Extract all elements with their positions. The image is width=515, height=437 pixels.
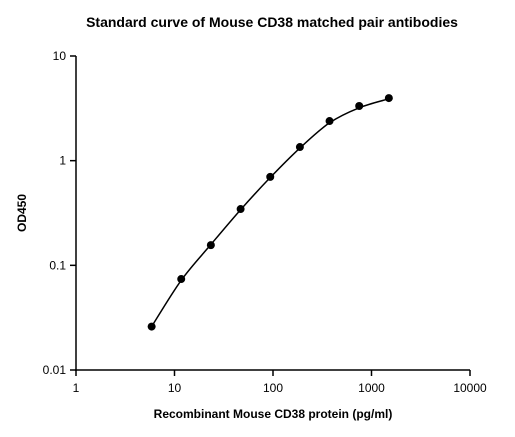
- fit-curve: [151, 98, 390, 327]
- data-point: [355, 101, 364, 110]
- x-tick-label: 100: [263, 381, 283, 395]
- data-point: [266, 172, 275, 181]
- data-point: [206, 241, 215, 250]
- x-tick-label: 10: [168, 381, 182, 395]
- data-point: [295, 143, 304, 152]
- data-point: [147, 322, 156, 331]
- chart-title: Standard curve of Mouse CD38 matched pai…: [86, 14, 458, 30]
- data-point: [325, 117, 334, 126]
- y-tick-label: 0.1: [49, 258, 66, 272]
- data-point: [177, 275, 186, 284]
- y-tick-label: 1: [59, 154, 66, 168]
- x-tick-label: 1: [73, 381, 80, 395]
- x-axis-label: Recombinant Mouse CD38 protein (pg/ml): [154, 407, 393, 421]
- x-tick-label: 10000: [453, 381, 487, 395]
- data-point: [236, 205, 245, 214]
- y-tick-label: 10: [53, 49, 67, 63]
- y-tick-label: 0.01: [43, 363, 67, 377]
- x-tick-label: 1000: [358, 381, 385, 395]
- data-point: [384, 94, 393, 103]
- y-axis-label: OD450: [15, 194, 29, 232]
